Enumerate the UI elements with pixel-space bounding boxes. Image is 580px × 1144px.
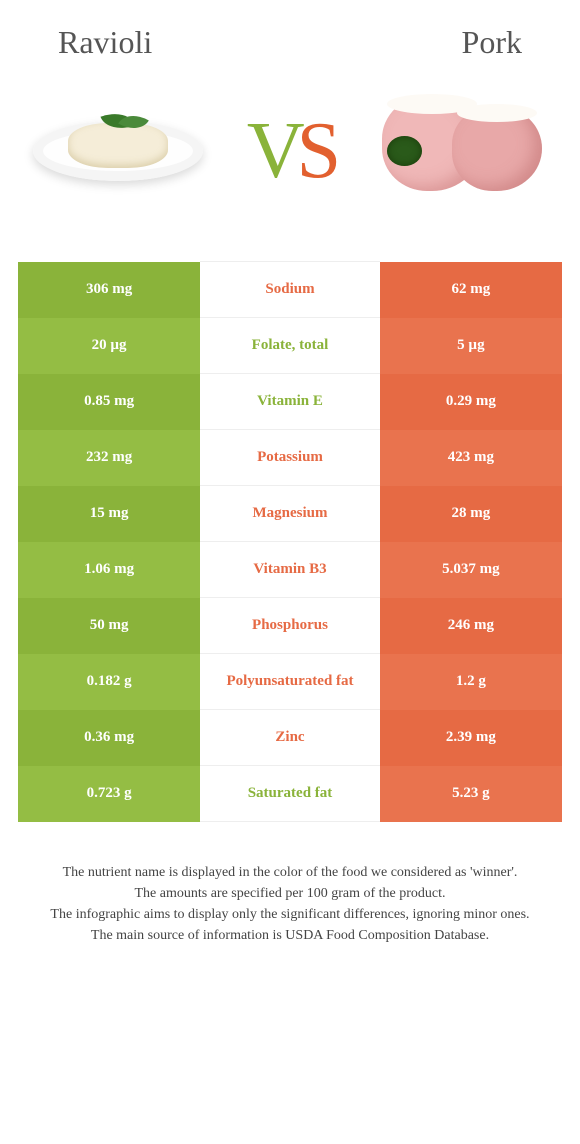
footer-notes: The nutrient name is displayed in the co… <box>18 822 562 986</box>
title-row: Ravioli Pork <box>18 0 562 71</box>
nutrient-label: Sodium <box>200 262 380 318</box>
left-value: 0.723 g <box>18 766 200 822</box>
nutrient-label: Vitamin E <box>200 374 380 430</box>
nutrient-label: Zinc <box>200 710 380 766</box>
table-row: 0.36 mgZinc2.39 mg <box>18 710 562 766</box>
vs-s: S <box>297 107 334 195</box>
right-value: 5.23 g <box>380 766 562 822</box>
footer-line: The main source of information is USDA F… <box>28 925 552 946</box>
nutrient-label: Polyunsaturated fat <box>200 654 380 710</box>
pork-image <box>362 81 562 221</box>
nutrient-label: Phosphorus <box>200 598 380 654</box>
left-value: 306 mg <box>18 262 200 318</box>
left-food-title: Ravioli <box>58 24 152 61</box>
table-row: 232 mgPotassium423 mg <box>18 430 562 486</box>
comparison-table: 306 mgSodium62 mg20 µgFolate, total5 µg0… <box>18 261 562 822</box>
footer-line: The amounts are specified per 100 gram o… <box>28 883 552 904</box>
nutrient-label: Vitamin B3 <box>200 542 380 598</box>
left-value: 1.06 mg <box>18 542 200 598</box>
left-value: 0.182 g <box>18 654 200 710</box>
nutrient-label: Potassium <box>200 430 380 486</box>
left-value: 50 mg <box>18 598 200 654</box>
table-row: 20 µgFolate, total5 µg <box>18 318 562 374</box>
right-value: 5 µg <box>380 318 562 374</box>
table-row: 0.182 gPolyunsaturated fat1.2 g <box>18 654 562 710</box>
hero-row: VS <box>18 71 562 251</box>
right-value: 0.29 mg <box>380 374 562 430</box>
table-row: 1.06 mgVitamin B35.037 mg <box>18 542 562 598</box>
right-value: 246 mg <box>380 598 562 654</box>
table-row: 0.723 gSaturated fat5.23 g <box>18 766 562 822</box>
footer-line: The infographic aims to display only the… <box>28 904 552 925</box>
right-value: 2.39 mg <box>380 710 562 766</box>
left-value: 0.36 mg <box>18 710 200 766</box>
table-row: 15 mgMagnesium28 mg <box>18 486 562 542</box>
table-row: 50 mgPhosphorus246 mg <box>18 598 562 654</box>
vs-label: VS <box>247 106 333 197</box>
right-value: 62 mg <box>380 262 562 318</box>
left-value: 232 mg <box>18 430 200 486</box>
left-value: 0.85 mg <box>18 374 200 430</box>
right-food-title: Pork <box>462 24 522 61</box>
nutrient-label: Saturated fat <box>200 766 380 822</box>
right-value: 1.2 g <box>380 654 562 710</box>
ravioli-image <box>18 81 218 221</box>
right-value: 28 mg <box>380 486 562 542</box>
nutrient-label: Magnesium <box>200 486 380 542</box>
right-value: 5.037 mg <box>380 542 562 598</box>
vs-v: V <box>247 107 297 195</box>
left-value: 15 mg <box>18 486 200 542</box>
left-value: 20 µg <box>18 318 200 374</box>
nutrient-label: Folate, total <box>200 318 380 374</box>
table-row: 306 mgSodium62 mg <box>18 262 562 318</box>
right-value: 423 mg <box>380 430 562 486</box>
footer-line: The nutrient name is displayed in the co… <box>28 862 552 883</box>
table-row: 0.85 mgVitamin E0.29 mg <box>18 374 562 430</box>
